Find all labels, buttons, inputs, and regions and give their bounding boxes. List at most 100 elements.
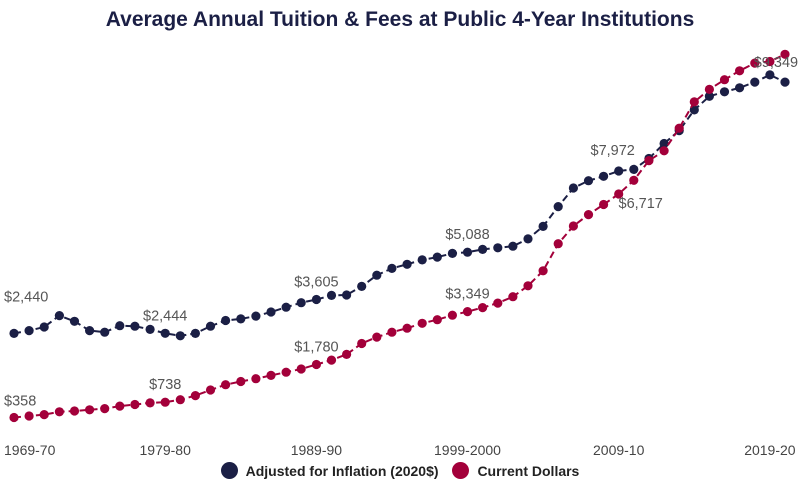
data-point-current[interactable] — [493, 298, 503, 308]
data-point-adjusted[interactable] — [266, 307, 276, 317]
data-point-current[interactable] — [311, 359, 321, 370]
data-point-current[interactable] — [432, 315, 442, 325]
data-point-adjusted[interactable] — [296, 298, 306, 308]
data-point-current[interactable] — [357, 338, 367, 349]
data-point-adjusted[interactable] — [387, 263, 397, 273]
data-point-adjusted[interactable] — [100, 327, 110, 337]
legend-item-current[interactable]: Current Dollars — [452, 462, 579, 479]
data-point-current[interactable] — [160, 397, 170, 407]
data-point-adjusted[interactable] — [599, 171, 609, 181]
data-point-current[interactable] — [478, 303, 488, 313]
data-point-current[interactable] — [9, 412, 19, 423]
data-point-adjusted[interactable] — [432, 252, 442, 262]
data-point-adjusted[interactable] — [538, 221, 548, 231]
data-point-adjusted[interactable] — [24, 326, 34, 336]
data-point-current[interactable] — [326, 355, 337, 365]
data-point-adjusted[interactable] — [130, 321, 140, 331]
data-point-adjusted[interactable] — [478, 244, 488, 254]
data-point-current[interactable] — [583, 210, 594, 220]
legend-item-adjusted[interactable]: Adjusted for Inflation (2020$) — [220, 462, 439, 479]
data-point-current[interactable] — [54, 407, 64, 417]
data-point-current[interactable] — [69, 406, 80, 416]
data-point-current[interactable] — [236, 376, 246, 387]
data-point-current[interactable] — [508, 292, 518, 302]
data-point-adjusted[interactable] — [583, 176, 594, 186]
data-point-current[interactable] — [644, 156, 654, 166]
data-point-adjusted[interactable] — [765, 70, 775, 80]
data-point-current[interactable] — [85, 405, 95, 415]
data-point-adjusted[interactable] — [719, 87, 730, 97]
data-point-current[interactable] — [145, 398, 155, 408]
data-point-current[interactable] — [175, 395, 185, 405]
data-point-adjusted[interactable] — [342, 290, 352, 300]
data-point-current[interactable] — [342, 349, 352, 359]
data-point-adjusted[interactable] — [508, 241, 518, 251]
data-point-current[interactable] — [100, 404, 110, 414]
data-point-current[interactable] — [402, 323, 412, 333]
data-point-adjusted[interactable] — [614, 166, 624, 176]
data-point-adjusted[interactable] — [54, 311, 64, 321]
data-point-adjusted[interactable] — [251, 311, 261, 321]
data-point-adjusted[interactable] — [735, 83, 745, 93]
data-point-adjusted[interactable] — [175, 331, 185, 341]
data-point-adjusted[interactable] — [311, 294, 321, 305]
data-point-current[interactable] — [115, 401, 125, 411]
data-point-adjusted[interactable] — [357, 281, 367, 291]
data-point-adjusted[interactable] — [236, 314, 246, 324]
data-point-current[interactable] — [674, 123, 684, 133]
data-point-adjusted[interactable] — [372, 270, 382, 280]
data-point-current[interactable] — [614, 189, 624, 199]
data-point-current[interactable] — [417, 318, 427, 328]
data-point-current[interactable] — [735, 66, 745, 76]
data-point-adjusted[interactable] — [281, 302, 291, 312]
data-point-current[interactable] — [599, 199, 609, 210]
data-point-current[interactable] — [130, 399, 140, 410]
data-point-adjusted[interactable] — [780, 77, 790, 87]
data-point-adjusted[interactable] — [145, 324, 155, 334]
data-point-adjusted[interactable] — [659, 138, 669, 149]
data-point-adjusted[interactable] — [85, 326, 95, 336]
data-point-adjusted[interactable] — [523, 234, 533, 244]
data-point-current[interactable] — [538, 266, 548, 276]
data-point-current[interactable] — [190, 391, 200, 401]
data-point-current[interactable] — [39, 410, 49, 420]
data-point-current[interactable] — [24, 411, 34, 421]
data-point-adjusted[interactable] — [553, 202, 563, 212]
data-point-adjusted[interactable] — [704, 91, 715, 101]
data-point-adjusted[interactable] — [629, 164, 639, 174]
data-point-adjusted[interactable] — [493, 243, 503, 253]
data-point-current[interactable] — [523, 281, 533, 291]
data-point-current[interactable] — [765, 56, 775, 67]
data-point-current[interactable] — [704, 84, 715, 94]
data-point-current[interactable] — [719, 75, 730, 85]
data-point-current[interactable] — [387, 327, 397, 337]
data-point-current[interactable] — [750, 58, 760, 68]
data-point-current[interactable] — [447, 310, 457, 320]
data-point-adjusted[interactable] — [462, 247, 473, 257]
data-point-current[interactable] — [659, 146, 669, 156]
data-point-adjusted[interactable] — [750, 77, 760, 87]
data-point-current[interactable] — [462, 307, 473, 317]
data-point-adjusted[interactable] — [160, 328, 170, 338]
data-point-current[interactable] — [281, 367, 291, 377]
data-point-current[interactable] — [689, 97, 699, 107]
data-point-current[interactable] — [568, 221, 579, 231]
data-point-current[interactable] — [221, 380, 231, 390]
data-point-adjusted[interactable] — [568, 183, 579, 193]
data-point-adjusted[interactable] — [447, 248, 457, 258]
data-point-current[interactable] — [296, 364, 306, 374]
data-point-adjusted[interactable] — [221, 315, 231, 326]
data-point-current[interactable] — [780, 49, 790, 59]
data-point-adjusted[interactable] — [39, 322, 49, 332]
data-point-adjusted[interactable] — [326, 290, 337, 300]
data-point-current[interactable] — [553, 239, 563, 249]
data-point-adjusted[interactable] — [69, 316, 80, 326]
data-point-adjusted[interactable] — [417, 255, 427, 265]
data-point-adjusted[interactable] — [9, 328, 19, 338]
data-point-adjusted[interactable] — [190, 328, 200, 338]
data-point-adjusted[interactable] — [402, 259, 412, 269]
data-point-adjusted[interactable] — [115, 321, 125, 331]
data-point-current[interactable] — [629, 175, 639, 185]
data-point-current[interactable] — [266, 370, 276, 380]
data-point-current[interactable] — [372, 332, 382, 342]
